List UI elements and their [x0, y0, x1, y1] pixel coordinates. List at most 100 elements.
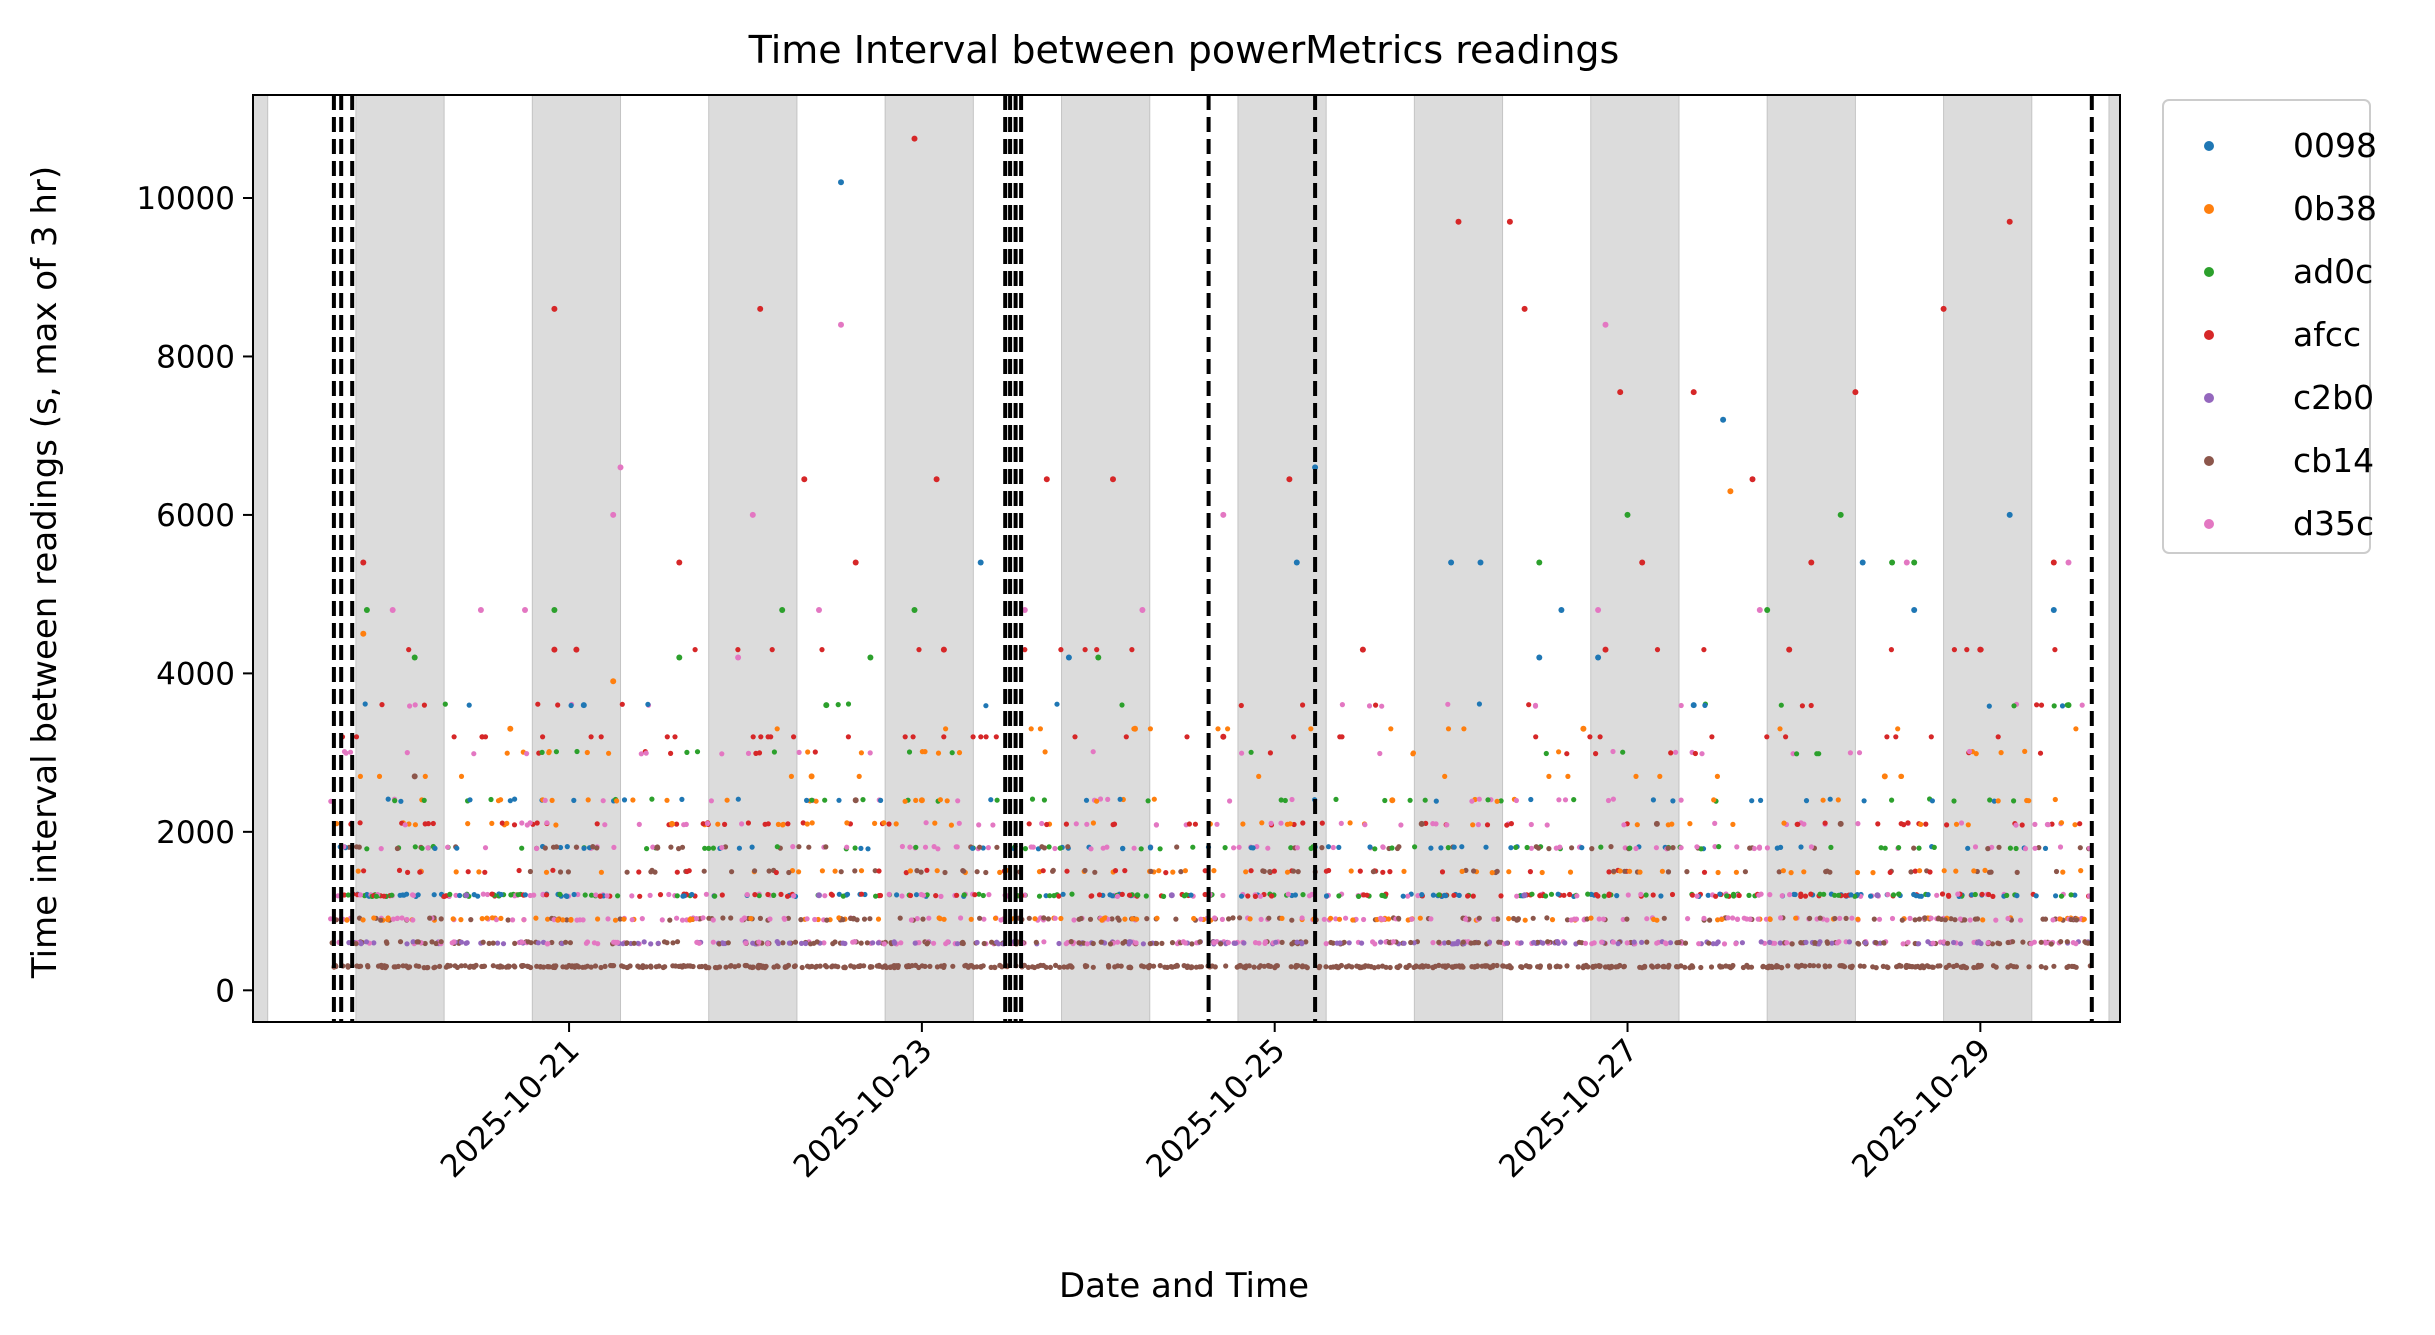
- baseline-point: [2042, 845, 2049, 852]
- baseline-point: [412, 702, 418, 708]
- baseline-point: [1339, 702, 1345, 708]
- point-d35c: [1139, 607, 1146, 613]
- point-0098: [1065, 654, 1072, 661]
- baseline-point: [712, 893, 718, 899]
- baseline-point: [493, 917, 499, 923]
- baseline-point: [1082, 867, 1088, 874]
- baseline-point: [1422, 797, 1428, 803]
- baseline-point: [1251, 964, 1257, 970]
- baseline-point: [1962, 917, 1968, 923]
- baseline-point: [941, 734, 947, 740]
- point-afcc: [1286, 476, 1293, 483]
- point-afcc: [1110, 476, 1116, 483]
- baseline-point: [1106, 964, 1112, 970]
- baseline-point: [1336, 844, 1342, 851]
- baseline-point: [858, 940, 864, 946]
- event-lines: [331, 95, 2094, 1022]
- baseline-point: [421, 702, 427, 708]
- baseline-point: [458, 917, 464, 923]
- baseline-point: [480, 891, 486, 897]
- baseline-point: [1343, 915, 1349, 921]
- baseline-point: [1430, 892, 1436, 898]
- baseline-point: [1041, 939, 1047, 945]
- baseline-point: [1758, 939, 1764, 945]
- baseline-point: [860, 797, 866, 803]
- baseline-point: [2060, 869, 2066, 875]
- baseline-point: [752, 892, 758, 898]
- baseline-point: [974, 939, 980, 946]
- baseline-point: [602, 963, 608, 970]
- point-afcc: [2050, 559, 2057, 566]
- baseline-point: [1537, 893, 1543, 899]
- baseline-point: [1071, 917, 1077, 923]
- baseline-point: [2022, 748, 2028, 755]
- baseline-point: [771, 892, 777, 898]
- baseline-point: [1678, 797, 1684, 803]
- baseline-point: [515, 892, 521, 898]
- baseline-point: [1063, 821, 1069, 827]
- baseline-point: [2042, 939, 2048, 945]
- baseline-point: [1928, 915, 1934, 921]
- baseline-point: [989, 939, 995, 945]
- point-0098: [1595, 654, 1602, 661]
- baseline-point: [1692, 750, 1698, 757]
- baseline-point: [1261, 963, 1267, 969]
- point-d35c: [749, 511, 756, 518]
- baseline-point: [775, 821, 782, 828]
- baseline-point: [1041, 797, 1047, 803]
- baseline-point: [2077, 821, 2083, 827]
- baseline-point: [1173, 916, 1179, 922]
- baseline-point: [1661, 964, 1667, 970]
- baseline-point: [1627, 845, 1633, 851]
- baseline-point: [1699, 751, 1705, 757]
- baseline-point: [674, 893, 680, 899]
- baseline-point: [1064, 868, 1070, 874]
- baseline-point: [1556, 749, 1562, 755]
- baseline-point: [1518, 940, 1524, 946]
- baseline-point: [1284, 821, 1290, 827]
- baseline-point: [594, 845, 600, 851]
- baseline-point: [703, 891, 710, 897]
- baseline-point: [1120, 845, 1126, 852]
- baseline-point: [1799, 703, 1805, 709]
- baseline-point: [1822, 964, 1828, 970]
- baseline-point: [1836, 892, 1842, 898]
- baseline-point: [498, 797, 504, 803]
- baseline-point: [1225, 726, 1231, 732]
- baseline-point: [2033, 893, 2039, 899]
- baseline-point: [1789, 941, 1795, 947]
- baseline-point: [1887, 869, 1893, 876]
- baseline-point: [790, 844, 796, 850]
- baseline-point: [345, 892, 351, 898]
- baseline-point: [970, 734, 976, 740]
- baseline-point: [1220, 892, 1226, 899]
- baseline-point: [1063, 941, 1069, 947]
- baseline-point: [592, 963, 599, 969]
- baseline-point: [385, 917, 391, 923]
- baseline-point: [438, 916, 444, 922]
- baseline-point: [1585, 964, 1591, 970]
- baseline-point: [2013, 845, 2019, 852]
- baseline-point: [498, 891, 504, 898]
- baseline-point: [735, 796, 741, 802]
- baseline-point: [1295, 869, 1301, 875]
- baseline-point: [1294, 845, 1300, 851]
- baseline-point: [482, 734, 489, 740]
- point-0b38: [808, 773, 815, 780]
- baseline-point: [1871, 916, 1877, 922]
- baseline-point: [429, 939, 435, 945]
- baseline-point: [1779, 893, 1785, 899]
- baseline-point: [1715, 939, 1721, 945]
- baseline-point: [413, 963, 419, 969]
- baseline-point: [1554, 963, 1560, 969]
- baseline-point: [1585, 891, 1591, 897]
- baseline-point: [1258, 916, 1264, 923]
- baseline-point: [844, 844, 850, 850]
- point-d35c: [522, 607, 528, 613]
- baseline-point: [1733, 869, 1739, 875]
- baseline-point: [1300, 820, 1306, 826]
- baseline-point: [1783, 734, 1789, 740]
- baseline-point: [720, 940, 726, 947]
- point-afcc: [676, 559, 683, 566]
- baseline-point: [498, 915, 504, 922]
